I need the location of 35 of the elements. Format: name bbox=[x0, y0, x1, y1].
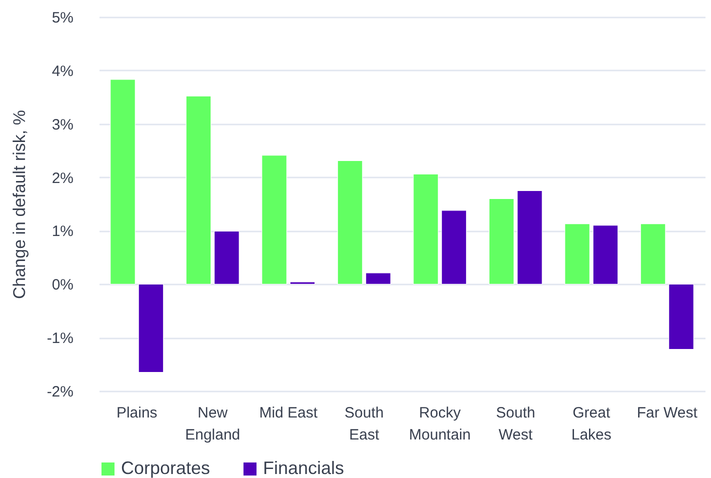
y-tick-label: -1% bbox=[46, 330, 74, 348]
x-tick-label: Mid East bbox=[259, 404, 318, 422]
bar bbox=[517, 190, 542, 284]
x-tick-label: Far West bbox=[636, 404, 698, 422]
bar bbox=[186, 96, 212, 284]
bar bbox=[564, 223, 590, 284]
bar bbox=[413, 174, 438, 284]
x-tick-label: New England bbox=[185, 404, 240, 444]
bar bbox=[214, 230, 240, 284]
bar bbox=[138, 284, 164, 373]
bar bbox=[366, 272, 391, 284]
x-tick-label: Rocky Mountain bbox=[409, 404, 471, 444]
x-tick-label: South West bbox=[496, 404, 536, 444]
bar bbox=[592, 225, 618, 284]
y-tick-label: 5% bbox=[52, 10, 74, 26]
legend-label: Corporates bbox=[121, 458, 210, 478]
y-tick-label: 4% bbox=[52, 62, 74, 80]
y-axis-title: Change in default risk, % bbox=[10, 110, 29, 299]
y-tick-label: -2% bbox=[46, 384, 74, 400]
x-tick-label: Plains bbox=[116, 404, 158, 422]
y-tick-label: 2% bbox=[52, 170, 74, 187]
y-tick-label: 3% bbox=[52, 116, 74, 134]
bar bbox=[337, 160, 363, 284]
legend-label: Financials bbox=[263, 458, 344, 478]
x-tick-label: South East bbox=[344, 404, 384, 444]
bar bbox=[290, 282, 316, 284]
bar bbox=[668, 284, 694, 350]
y-tick-label: 0% bbox=[52, 276, 74, 294]
y-tick-label: 1% bbox=[52, 223, 74, 240]
bar bbox=[110, 79, 136, 284]
x-tick-label: Great Lakes bbox=[571, 404, 612, 444]
bar bbox=[488, 198, 514, 284]
bar bbox=[441, 210, 467, 284]
bar bbox=[262, 155, 287, 284]
bar bbox=[640, 223, 666, 284]
